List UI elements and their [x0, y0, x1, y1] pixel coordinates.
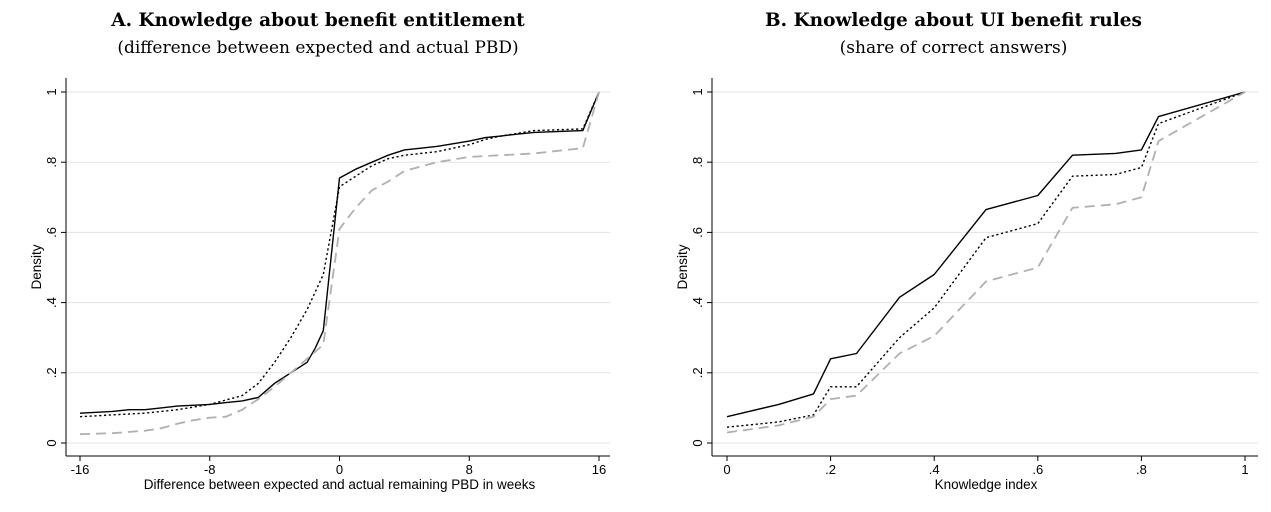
panel-a-y-tick-label-0: 0: [44, 439, 59, 446]
panel-b-x-tick-label-0: 0: [723, 462, 730, 477]
panel-a-x-tick-label-1: -8: [204, 462, 216, 477]
panel-b-x-tick-label-1: .2: [825, 462, 836, 477]
panel-b-series-solid: [726, 91, 1246, 418]
panel-a-x-tick-label-3: 8: [466, 462, 473, 477]
panel-a-y-tick-label-1: .2: [44, 367, 59, 378]
panel-b-y-tick-label-5: 1: [690, 88, 705, 95]
panel-b-y-axis-title: Density: [675, 244, 690, 289]
panel-b-subtitle: (share of correct answers): [839, 38, 1068, 58]
panel-b-y-tick-label-4: .8: [690, 157, 705, 168]
panel-a-x-tick-label-2: 0: [336, 462, 343, 477]
panel-a-series-dotted: [79, 91, 600, 418]
panel-a-y-tick-label-3: .6: [44, 227, 59, 238]
panel-b-x-axis-title: Knowledge index: [935, 477, 1038, 492]
panel-b: B. Knowledge about UI benefit rules (sha…: [636, 0, 1271, 512]
panel-a: A. Knowledge about benefit entitlement (…: [29, 10, 610, 492]
panel-b-y-tick-label-1: .2: [690, 367, 705, 378]
panel-b-y-tick-label-0: 0: [690, 439, 705, 446]
panel-a-title: A. Knowledge about benefit entitlement: [111, 10, 525, 31]
panel-b-y-tick-label-3: .6: [690, 227, 705, 238]
panel-b-x-tick-label-5: 1: [1241, 462, 1248, 477]
panel-a-x-tick-label-4: 16: [592, 462, 606, 477]
panel-b-x-tick-label-2: .4: [929, 462, 940, 477]
panel-b-x-tick-label-3: .6: [1032, 462, 1043, 477]
panel-b-title: B. Knowledge about UI benefit rules: [765, 10, 1142, 31]
panel-b-chart: 0 .2 .4 .6 .8 1 0 .2 .4 .6 .8 1 Knowledge index Densi…: [675, 78, 1258, 492]
panel-a-y-tick-label-5: 1: [44, 88, 59, 95]
panel-b-x-tick-label-4: .8: [1136, 462, 1147, 477]
panel-a-x-axis-title: Difference between expected and actual r…: [144, 477, 536, 492]
panel-b-series-dotted: [726, 91, 1246, 428]
panel-a-subtitle: (difference between expected and actual …: [117, 38, 519, 58]
panel-a-series-solid: [79, 91, 600, 414]
panel-a-y-tick-label-2: .4: [44, 297, 59, 308]
panel-a-series-dashed: [79, 91, 600, 436]
panel-b-series-dashed: [726, 91, 1246, 434]
panel-a-chart: 0 .2 .4 .6 .8 1 -16 -8 0 8 16 Difference between ex…: [29, 78, 610, 492]
panel-a-y-axis-title: Density: [29, 244, 44, 289]
panel-a-y-tick-label-4: .8: [44, 157, 59, 168]
panel-b-y-tick-label-2: .4: [690, 297, 705, 308]
panel-a-x-tick-label-0: -16: [71, 462, 90, 477]
